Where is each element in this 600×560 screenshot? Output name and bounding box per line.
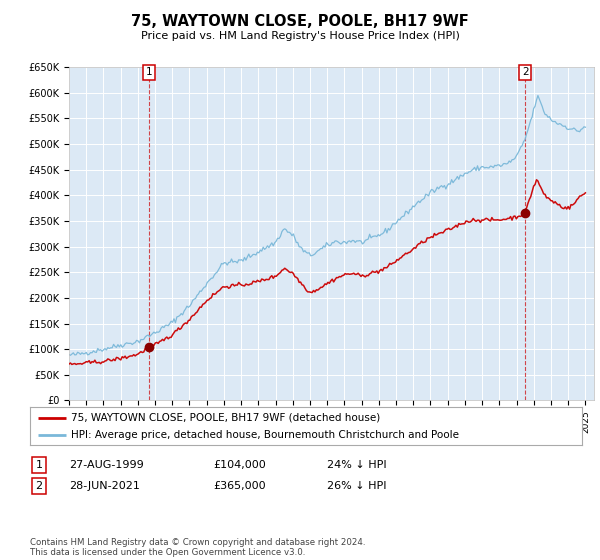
Text: £365,000: £365,000 <box>213 481 266 491</box>
Text: £104,000: £104,000 <box>213 460 266 470</box>
Text: 2: 2 <box>35 481 43 491</box>
Text: 24% ↓ HPI: 24% ↓ HPI <box>327 460 386 470</box>
Text: 1: 1 <box>146 67 152 77</box>
Text: 2: 2 <box>522 67 529 77</box>
Text: 28-JUN-2021: 28-JUN-2021 <box>69 481 140 491</box>
Text: Price paid vs. HM Land Registry's House Price Index (HPI): Price paid vs. HM Land Registry's House … <box>140 31 460 41</box>
Text: 27-AUG-1999: 27-AUG-1999 <box>69 460 144 470</box>
Text: HPI: Average price, detached house, Bournemouth Christchurch and Poole: HPI: Average price, detached house, Bour… <box>71 430 460 440</box>
Text: 75, WAYTOWN CLOSE, POOLE, BH17 9WF: 75, WAYTOWN CLOSE, POOLE, BH17 9WF <box>131 14 469 29</box>
Text: 75, WAYTOWN CLOSE, POOLE, BH17 9WF (detached house): 75, WAYTOWN CLOSE, POOLE, BH17 9WF (deta… <box>71 413 380 423</box>
Text: Contains HM Land Registry data © Crown copyright and database right 2024.
This d: Contains HM Land Registry data © Crown c… <box>30 538 365 557</box>
Text: 1: 1 <box>35 460 43 470</box>
Text: 26% ↓ HPI: 26% ↓ HPI <box>327 481 386 491</box>
